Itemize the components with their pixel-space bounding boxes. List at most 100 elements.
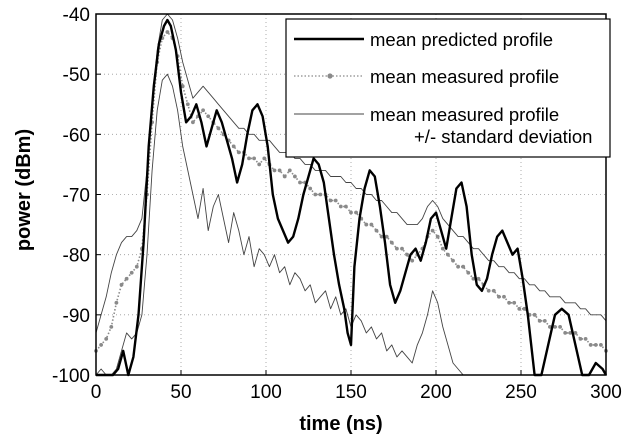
x-tick-label: 0: [91, 382, 102, 403]
measured-point: [578, 337, 583, 341]
y-tick-label: -50: [63, 65, 90, 86]
measured-point: [599, 343, 603, 347]
measured-point: [272, 168, 277, 173]
measured-point: [512, 300, 517, 305]
measured-point: [191, 120, 195, 125]
measured-point: [231, 144, 236, 149]
measured-point: [532, 312, 537, 317]
measured-point: [308, 186, 313, 191]
measured-point: [583, 337, 588, 341]
measured-point: [104, 337, 109, 341]
measured-point: [344, 204, 348, 209]
measured-point: [262, 156, 267, 161]
series-line-upper: [95, 13, 607, 334]
measured-point: [180, 84, 185, 89]
measured-point: [277, 168, 282, 173]
legend: mean predicted profile mean measured pro…: [285, 18, 611, 158]
x-tick-label: 200: [420, 382, 452, 403]
legend-label-predicted: mean predicted profile: [370, 29, 553, 50]
measured-point: [553, 324, 557, 329]
legend-label-deviation-line2: +/- standard deviation: [414, 126, 592, 147]
measured-point: [328, 198, 333, 203]
measured-point: [461, 264, 466, 269]
measured-point: [486, 288, 491, 293]
measured-point: [206, 114, 211, 119]
measured-point: [257, 162, 262, 167]
measured-point: [349, 210, 353, 215]
measured-point: [440, 246, 445, 251]
measured-point: [588, 343, 593, 347]
x-tick-label: 150: [335, 382, 367, 403]
measured-point: [395, 246, 399, 251]
x-axis-title: time (ns): [299, 413, 382, 435]
legend-box: [285, 18, 611, 158]
measured-point: [247, 156, 251, 161]
y-tick-label: -80: [63, 246, 90, 267]
measured-point: [129, 270, 134, 275]
measured-point: [410, 258, 415, 263]
measured-point: [558, 324, 562, 329]
measured-point: [405, 252, 409, 257]
measured-point: [522, 306, 527, 311]
measured-point: [476, 276, 481, 281]
measured-point: [430, 228, 435, 233]
measured-point: [542, 318, 547, 323]
x-tick-label: 100: [250, 382, 282, 403]
measured-point: [593, 343, 598, 347]
measured-point: [293, 174, 297, 179]
x-tick-label: 300: [590, 382, 622, 403]
measured-point: [573, 330, 578, 335]
measured-point: [563, 330, 568, 335]
measured-point: [236, 150, 241, 155]
series-lines: [94, 13, 608, 377]
measured-point: [109, 324, 114, 329]
measured-point: [435, 234, 440, 239]
measured-point: [124, 276, 129, 281]
measured-point: [99, 343, 103, 347]
x-tick-label: 50: [170, 382, 191, 403]
measured-point: [456, 264, 460, 269]
x-tick-label: 250: [505, 382, 537, 403]
measured-point: [216, 126, 221, 131]
measured-point: [389, 240, 394, 245]
measured-point: [333, 198, 338, 203]
y-tick-label: -40: [63, 5, 90, 26]
measured-point: [201, 108, 206, 113]
legend-label-deviation: mean measured profile: [370, 104, 559, 125]
measured-point: [354, 210, 358, 215]
y-axis-title: power (dBm): [13, 129, 35, 251]
measured-point: [466, 270, 471, 275]
measured-point: [491, 288, 496, 293]
measured-point: [318, 192, 323, 197]
measured-point: [446, 252, 450, 257]
measured-point: [313, 192, 318, 197]
legend-swatch-measured-marker: [327, 73, 333, 79]
measured-point: [471, 276, 476, 281]
measured-point: [119, 282, 124, 287]
measured-point: [298, 180, 302, 185]
measured-point: [517, 306, 522, 311]
legend-label-measured: mean measured profile: [370, 66, 559, 87]
measured-point: [374, 228, 379, 233]
measured-point: [507, 300, 511, 305]
measured-point: [364, 222, 369, 227]
measured-point: [252, 156, 256, 161]
measured-point: [451, 258, 455, 263]
measured-point: [502, 294, 506, 299]
y-tick-label: -90: [63, 306, 90, 327]
measured-point: [400, 246, 404, 251]
measured-point: [338, 204, 343, 209]
y-tick-label: -70: [63, 186, 90, 207]
series-line-predicted: [96, 18, 608, 377]
measured-point: [497, 294, 501, 299]
measured-point: [287, 168, 292, 173]
measured-point: [379, 234, 384, 239]
y-tick-label: -60: [63, 125, 90, 146]
axis-ticks: 0 50 100 150 200 250 300 -40 -50 -60 -70 -80 -90 -100: [52, 5, 622, 403]
measured-point: [185, 102, 190, 107]
measured-point: [134, 264, 139, 269]
measured-point: [282, 174, 287, 179]
measured-point: [114, 300, 119, 305]
measured-point: [369, 222, 374, 227]
